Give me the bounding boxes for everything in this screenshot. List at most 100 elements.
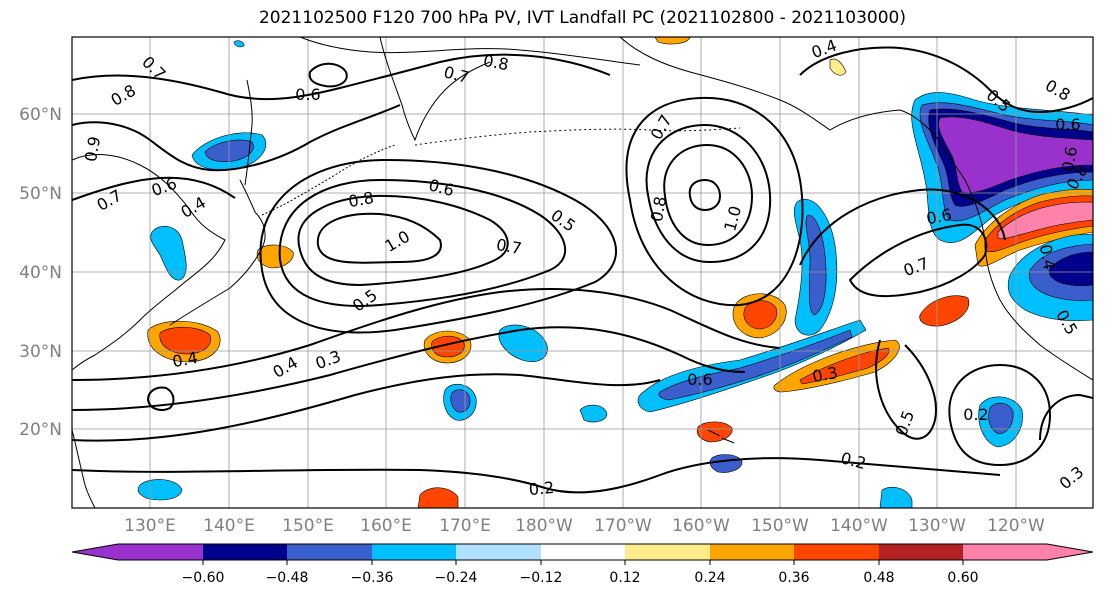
colorbar-label: −0.36 [351,570,394,586]
ivt-shading [137,37,1093,508]
coast-philippines [72,429,96,508]
contour-east-1 [848,223,988,298]
lon-label-150w: 150°W [751,516,809,536]
contour-label: 0.6 [925,205,953,228]
colorbar-segment [541,544,625,560]
shade-blob-125w-core [988,402,1014,435]
coast-alaska [619,37,1093,381]
colorbar-segment [1047,544,1093,560]
shade-band-core [658,329,853,401]
lon-label-170w: 170°W [594,516,652,536]
contour-label: 0.8 [482,51,510,74]
colorbar-segment [203,544,287,560]
contour-label: 0.4 [171,348,199,371]
lat-label-60n: 60°N [19,105,62,125]
shade-blob-165w [579,404,608,423]
shade-blob-140w-core [799,347,890,385]
colorbar-segment [963,544,1047,560]
colorbar-label: −0.60 [182,570,225,586]
lon-label-160e: 160°E [360,516,412,536]
colorbar-ticks [202,560,964,565]
lon-label-130e: 130°E [124,516,176,536]
contour-central-3 [278,178,566,307]
contour-gulf-4 [625,96,804,307]
shade-blob-130e-south [137,479,183,501]
colorbar-label: −0.24 [435,570,478,586]
shade-blob-170e-core [431,335,465,358]
shade-lat40-blue-core [805,214,827,316]
shade-neg-south-core [1048,251,1093,287]
contour-upper-8 [72,176,236,201]
contour-label: 0.3 [811,363,839,386]
contour-central-1 [316,212,442,264]
shade-blob-160e [256,244,294,269]
contour-okhotsk [308,62,348,88]
contour-east-2 [799,188,1006,266]
coast-kamchatka [379,37,491,142]
coast-aleutians [414,127,741,146]
colorbar-segment [625,544,710,560]
map-title: 2021102500 F120 700 hPa PV, IVT Landfall… [258,8,906,28]
contour-label: 0.6 [1055,115,1080,134]
lon-label-180w: 180°W [515,516,573,536]
lon-label-140w: 140°W [830,516,888,536]
lon-label-120w: 120°W [987,516,1045,536]
shade-blob-150w-south [879,487,913,508]
contour-label: 0.8 [647,195,670,223]
contour-label: 0.6 [295,85,320,104]
lat-label-30n: 30°N [19,342,62,362]
contour-ring-5 [72,288,781,381]
colorbar-label: 0.48 [863,570,894,586]
gridlines [72,37,1093,508]
colorbar-outline [71,543,1094,561]
coastlines [72,37,1093,508]
colorbar-label: 0.60 [947,570,978,586]
colorbar-label: 0.12 [609,570,640,586]
shade-blob-north-3 [233,40,245,48]
contour-label: 0.8 [347,188,375,211]
shade-blob-korea [150,225,187,281]
colorbar-segment [456,544,541,560]
contour-gulf-1 [645,123,772,264]
colorbar: −0.60 −0.48 −0.36 −0.24 −0.12 0.12 0.24 … [71,543,1094,586]
contour-south-east [948,363,1052,467]
colorbar-segment [879,544,963,560]
contour-central-4 [259,158,618,334]
contour-south-east-2 [1039,393,1093,441]
shade-blob-135w [919,295,970,327]
contour-upper-6 [72,53,611,101]
colorbar-segment [372,544,456,560]
lon-label-170e: 170°E [439,516,491,536]
shade-blob-175w [498,324,548,362]
colorbar-segment [118,544,203,560]
contour-gulf-3 [688,178,722,212]
lon-label-150e: 150°E [282,516,334,536]
lat-labels: 60°N 50°N 40°N 30°N 20°N [19,105,62,440]
contour-central-2 [297,194,509,287]
contour-mid-east [875,339,937,440]
contour-label: 0.2 [528,478,555,499]
contour-label: 0.4 [1036,243,1059,271]
colorbar-label: −0.12 [520,570,563,586]
lat-label-50n: 50°N [19,184,62,204]
lon-label-140e: 140°E [203,516,255,536]
coast-hawaii [707,429,735,444]
contour-label: 0.2 [963,405,988,424]
colorbar-segment [287,544,372,560]
contour-label: 0.6 [687,370,712,389]
lat-label-40n: 40°N [19,263,62,283]
shade-blob-160w [696,421,733,443]
colorbar-segment [794,544,879,560]
contour-label: 0.9 [81,135,104,163]
lon-label-160w: 160°W [672,516,730,536]
contour-low-2 [72,457,1001,494]
lon-labels: 130°E 140°E 150°E 160°E 170°E 180°W 170°… [124,516,1045,536]
colorbar-segment [710,544,794,560]
coast-siberia-north [299,37,641,66]
colorbar-segment [72,544,118,560]
shade-blob-north [829,58,847,76]
contour-upper-7 [72,104,401,172]
colorbar-label: 0.36 [778,570,809,586]
contour-ring-4 [72,326,746,411]
